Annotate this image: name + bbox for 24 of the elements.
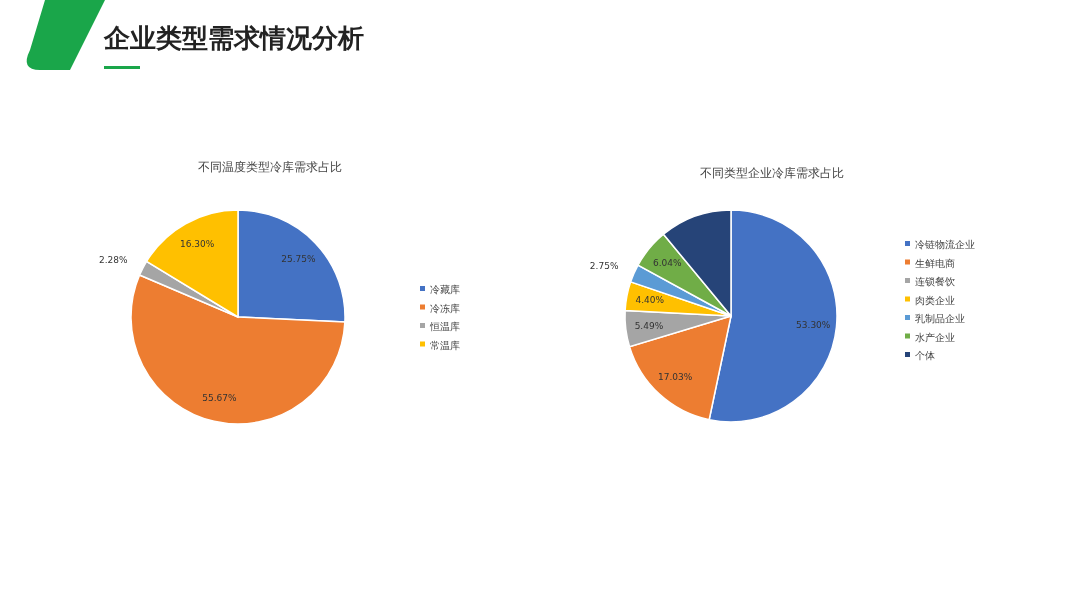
legend-label: 乳制品企业 [915, 313, 965, 324]
data-label: 53.30% [796, 319, 831, 330]
legend-label: 恒温库 [429, 321, 460, 332]
data-label: 16.30% [179, 239, 215, 250]
text: 企业类型需求情况分析 [103, 23, 364, 53]
legend-label: 肉类企业 [915, 294, 955, 306]
legend-label: 常温库 [430, 339, 460, 351]
legend-label: 连锁餐饮 [915, 276, 955, 287]
legend-label: 生鲜电商 [915, 257, 955, 269]
data-label: 25.75% [281, 254, 316, 265]
chart-title: 不同类型企业冷库需求占比 [700, 166, 844, 180]
data-label: 2.28% [99, 255, 129, 266]
data-label: 5.49% [634, 320, 664, 331]
data-label: 4.40% [635, 295, 665, 306]
legend-label: 冷冻库 [430, 302, 460, 314]
chart-title: 不同温度类型冷库需求占比 [198, 160, 342, 174]
data-label: 6.04% [652, 258, 682, 269]
legend-label: 冷链物流企业 [915, 239, 975, 250]
data-label: 55.67% [202, 393, 237, 404]
data-label: 2.75% [589, 261, 619, 272]
legend-label: 冷藏库 [430, 284, 460, 295]
legend-label: 个体 [915, 350, 935, 361]
data-label: 17.03% [657, 371, 693, 382]
legend-label: 水产企业 [915, 331, 955, 343]
